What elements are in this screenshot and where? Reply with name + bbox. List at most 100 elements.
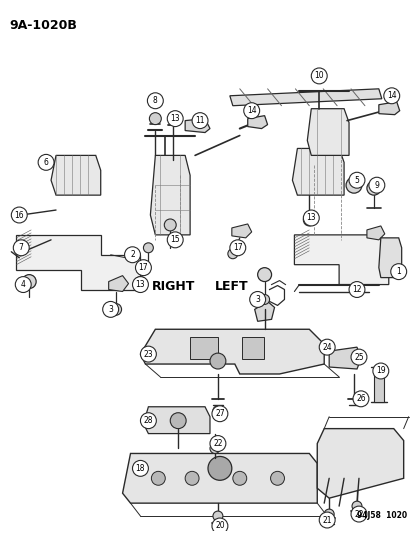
Circle shape <box>352 391 368 407</box>
Text: 10: 10 <box>313 71 323 80</box>
Polygon shape <box>150 156 190 235</box>
Circle shape <box>383 88 399 104</box>
Polygon shape <box>254 302 274 321</box>
Circle shape <box>318 339 335 355</box>
Text: LEFT: LEFT <box>214 280 247 293</box>
Circle shape <box>185 471 199 485</box>
Text: 11: 11 <box>195 116 204 125</box>
Circle shape <box>151 471 165 485</box>
Text: 16: 16 <box>14 211 24 220</box>
Circle shape <box>132 461 148 477</box>
Polygon shape <box>51 156 100 195</box>
Circle shape <box>243 103 259 119</box>
Polygon shape <box>328 347 360 369</box>
Text: 5: 5 <box>354 176 358 185</box>
Polygon shape <box>143 407 209 433</box>
Circle shape <box>257 268 271 281</box>
Text: 7: 7 <box>19 243 24 252</box>
Circle shape <box>229 240 245 256</box>
Polygon shape <box>366 226 384 240</box>
Text: 21: 21 <box>322 515 331 524</box>
Text: 6: 6 <box>43 158 48 167</box>
Circle shape <box>167 232 183 248</box>
Text: 2: 2 <box>130 251 135 259</box>
Text: 22: 22 <box>354 510 363 519</box>
Circle shape <box>13 240 29 256</box>
Polygon shape <box>247 116 267 128</box>
Circle shape <box>212 406 222 416</box>
Circle shape <box>135 260 151 276</box>
Text: 19: 19 <box>375 367 385 375</box>
Circle shape <box>102 302 118 317</box>
Circle shape <box>109 303 121 316</box>
Text: 17: 17 <box>138 263 148 272</box>
Text: RIGHT: RIGHT <box>151 280 195 293</box>
Circle shape <box>318 512 335 528</box>
Circle shape <box>303 214 315 226</box>
Text: 22: 22 <box>213 439 222 448</box>
Text: 25: 25 <box>353 353 363 361</box>
Circle shape <box>149 112 161 125</box>
Circle shape <box>211 406 227 422</box>
Circle shape <box>232 471 246 485</box>
Text: 94J58  1020: 94J58 1020 <box>356 511 406 520</box>
Text: 13: 13 <box>306 214 316 222</box>
Text: 13: 13 <box>135 280 145 289</box>
Circle shape <box>303 210 318 226</box>
Polygon shape <box>185 119 209 133</box>
Circle shape <box>140 346 156 362</box>
Text: 17: 17 <box>233 243 242 252</box>
Polygon shape <box>108 276 128 292</box>
Circle shape <box>348 172 364 188</box>
Circle shape <box>22 274 36 288</box>
Circle shape <box>366 181 380 195</box>
Circle shape <box>15 277 31 293</box>
Polygon shape <box>140 329 323 374</box>
Bar <box>190 337 217 359</box>
Text: 28: 28 <box>143 416 153 425</box>
Circle shape <box>348 281 364 297</box>
Text: 24: 24 <box>322 343 331 352</box>
Circle shape <box>140 413 156 429</box>
Circle shape <box>209 443 219 454</box>
Circle shape <box>368 177 384 193</box>
Circle shape <box>350 349 366 365</box>
Text: 12: 12 <box>351 285 361 294</box>
Circle shape <box>351 501 361 511</box>
Circle shape <box>227 249 237 259</box>
Circle shape <box>209 353 225 369</box>
Circle shape <box>164 219 176 231</box>
Circle shape <box>270 471 284 485</box>
Circle shape <box>345 177 361 193</box>
Polygon shape <box>292 148 343 195</box>
Circle shape <box>311 68 326 84</box>
Text: 14: 14 <box>386 91 396 100</box>
Circle shape <box>372 363 388 379</box>
Polygon shape <box>316 429 403 498</box>
Text: 27: 27 <box>215 409 224 418</box>
Polygon shape <box>378 238 401 278</box>
Text: 3: 3 <box>254 295 259 304</box>
Circle shape <box>192 112 207 128</box>
Circle shape <box>11 207 27 223</box>
Circle shape <box>249 292 265 308</box>
Text: 13: 13 <box>170 114 180 123</box>
Circle shape <box>132 277 148 293</box>
Polygon shape <box>122 454 316 503</box>
Bar <box>373 367 383 402</box>
Text: 8: 8 <box>153 96 157 105</box>
Circle shape <box>211 518 227 533</box>
Circle shape <box>38 155 54 171</box>
Text: 15: 15 <box>170 236 180 244</box>
Circle shape <box>134 277 146 288</box>
Text: 9A-1020B: 9A-1020B <box>9 19 77 33</box>
Circle shape <box>323 509 333 519</box>
Circle shape <box>212 511 222 521</box>
Circle shape <box>147 93 163 109</box>
Circle shape <box>207 456 231 480</box>
Text: 23: 23 <box>143 350 153 359</box>
Circle shape <box>390 264 406 280</box>
Text: 20: 20 <box>215 521 224 530</box>
Circle shape <box>170 413 186 429</box>
Text: 3: 3 <box>108 305 113 314</box>
